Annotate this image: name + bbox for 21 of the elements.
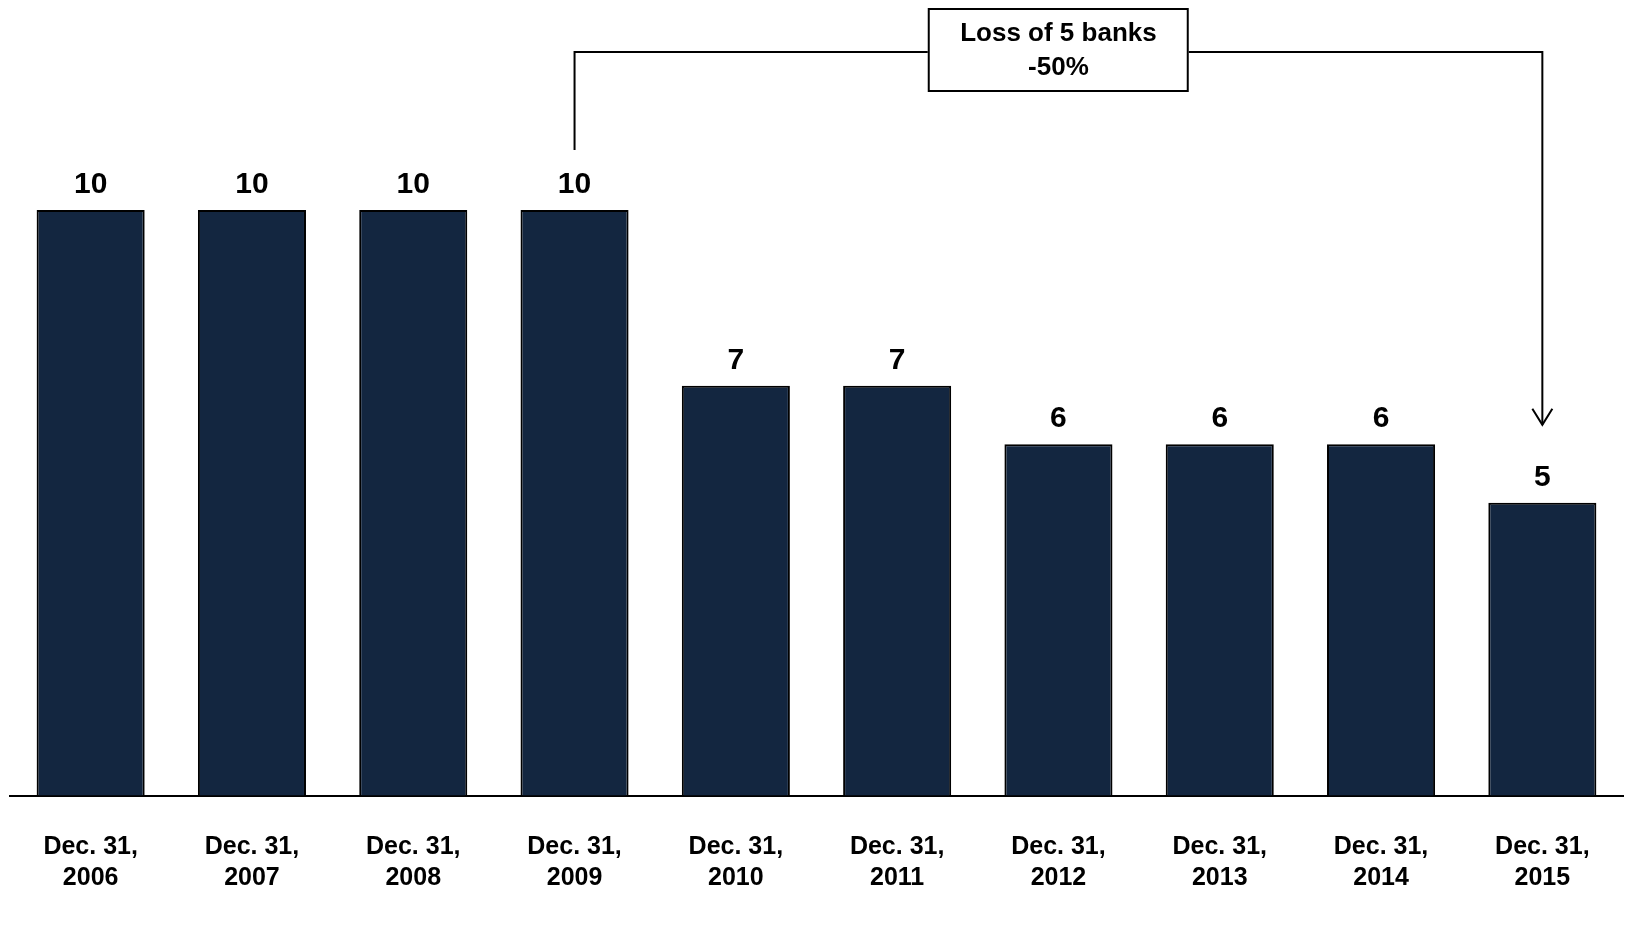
x-tick-label: Dec. 31, 2011 (849, 831, 945, 891)
text: Loss of 5 banks -50% (928, 8, 1189, 92)
x-tick-label: Dec. 31, 2012 (1011, 831, 1106, 891)
x-tick-label: Dec. 31, 2007 (204, 831, 300, 891)
x-tick-label: Dec. 31, 2010 (688, 831, 784, 891)
data-label: 5 (1534, 459, 1551, 493)
x-tick-label: Dec. 31, 2008 (365, 831, 461, 891)
x-tick-label: Dec. 31, 2006 (43, 831, 138, 891)
data-label: 7 (888, 341, 906, 375)
data-label: 6 (1372, 400, 1390, 434)
data-label: 10 (396, 166, 430, 200)
data-label: 7 (727, 341, 745, 375)
data-label: 10 (557, 166, 592, 200)
data-label: 6 (1211, 400, 1229, 434)
x-tick-label: Dec. 31, 2009 (527, 831, 622, 891)
data-label: 10 (73, 166, 108, 200)
x-tick-label: Dec. 31, 2014 (1333, 831, 1429, 891)
x-tick-label: Dec. 31, 2015 (1495, 831, 1590, 891)
data-label: 6 (1050, 400, 1067, 434)
data-label: 10 (235, 166, 269, 200)
x-tick-label: Dec. 31, 2013 (1172, 831, 1268, 891)
